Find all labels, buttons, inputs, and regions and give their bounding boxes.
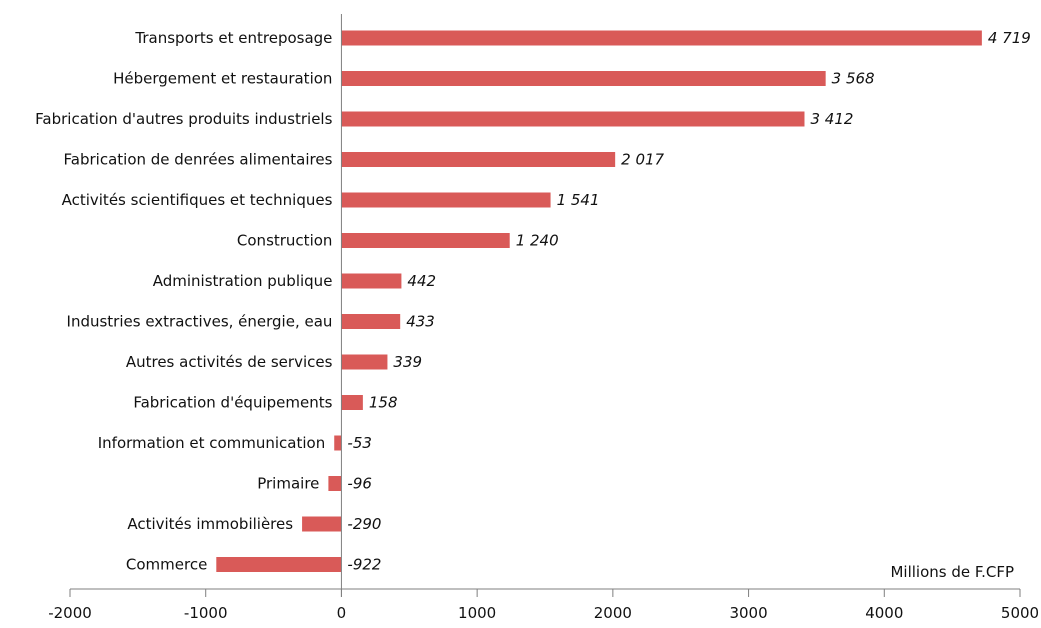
bar xyxy=(302,516,342,532)
x-tick-label: 4000 xyxy=(865,604,903,622)
data-label: 2 017 xyxy=(621,151,664,169)
data-label: -922 xyxy=(347,556,381,574)
category-label: Activités immobilières xyxy=(127,515,293,533)
category-label: Autres activités de services xyxy=(126,353,333,371)
data-label: 339 xyxy=(393,353,422,371)
x-axis-ticks: -2000 -1000 0 1000 2000 3000 4000 5000 xyxy=(48,589,1039,622)
bar xyxy=(341,314,401,329)
data-label: 1 541 xyxy=(557,191,600,209)
data-label: -96 xyxy=(347,475,372,493)
category-label: Primaire xyxy=(257,475,319,493)
bar xyxy=(341,233,510,248)
bar xyxy=(334,435,342,451)
category-label: Fabrication d'équipements xyxy=(133,394,332,412)
bar xyxy=(341,111,805,127)
bar xyxy=(341,152,616,167)
x-tick-label: 5000 xyxy=(1001,604,1039,622)
bar xyxy=(341,395,363,410)
category-label: Administration publique xyxy=(153,272,333,290)
data-label: 433 xyxy=(406,313,435,331)
category-label: Construction xyxy=(237,232,333,250)
bar xyxy=(341,71,826,86)
category-label: Fabrication de denrées alimentaires xyxy=(64,151,333,169)
category-label: Information et communication xyxy=(98,434,325,452)
category-label: Hébergement et restauration xyxy=(113,70,332,88)
bar xyxy=(341,30,982,46)
category-label: Industries extractives, énergie, eau xyxy=(67,313,333,331)
x-tick-label: 3000 xyxy=(729,604,767,622)
bar xyxy=(341,354,388,370)
category-label: Activités scientifiques et techniques xyxy=(62,191,333,209)
unit-label: Millions de F.CFP xyxy=(890,563,1014,581)
bar xyxy=(216,557,342,572)
data-label: 1 240 xyxy=(516,232,559,250)
category-label: Commerce xyxy=(126,556,207,574)
data-label: -290 xyxy=(347,515,381,533)
x-tick-label: -1000 xyxy=(184,604,228,622)
data-label: -53 xyxy=(347,434,372,452)
value-labels: 4 719 3 568 3 412 2 017 1 541 1 240 442 433 339 1… xyxy=(347,29,1030,574)
bar xyxy=(341,273,402,289)
bars-layer xyxy=(216,30,982,572)
data-label: 158 xyxy=(369,394,398,412)
category-label: Transports et entreposage xyxy=(134,29,332,47)
bar xyxy=(328,476,342,491)
bar xyxy=(341,192,551,208)
category-labels: Transports et entreposage Hébergement et … xyxy=(35,29,332,574)
data-label: 4 719 xyxy=(988,29,1031,47)
x-tick-label: 2000 xyxy=(594,604,632,622)
data-label: 3 412 xyxy=(810,110,853,128)
data-label: 3 568 xyxy=(832,70,875,88)
x-tick-label: -2000 xyxy=(48,604,92,622)
category-label: Fabrication d'autres produits industriel… xyxy=(35,110,332,128)
x-tick-label: 1000 xyxy=(458,604,496,622)
data-label: 442 xyxy=(407,272,436,290)
x-tick-label: 0 xyxy=(337,604,347,622)
